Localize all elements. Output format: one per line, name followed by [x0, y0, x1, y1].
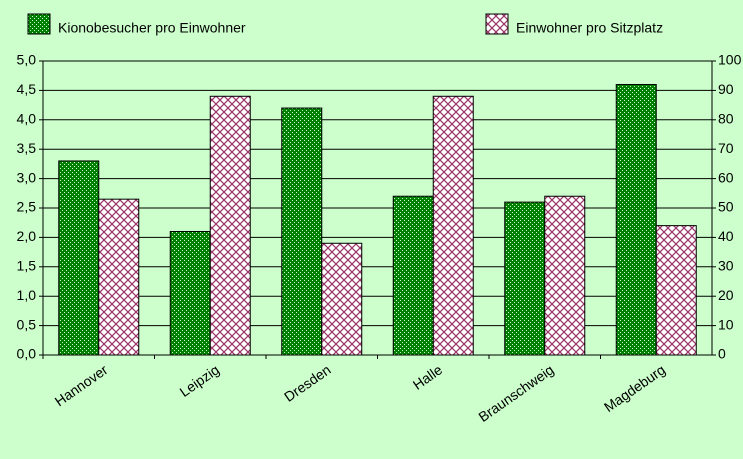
bar: [321, 242, 363, 356]
y2-tick-label: 70: [718, 140, 734, 156]
y2-tick-label: 100: [718, 52, 742, 68]
y-tick-label: 3,0: [17, 169, 37, 185]
legend-label: Einwohner pro Sitzplatz: [516, 20, 663, 36]
y2-tick-label: 60: [718, 169, 734, 185]
y-tick-label: 0,5: [17, 316, 37, 332]
bar: [392, 195, 434, 356]
y-tick-label: 4,0: [17, 111, 37, 127]
bar: [98, 198, 140, 356]
bar: [209, 95, 251, 356]
bar: [432, 95, 474, 356]
y2-tick-label: 0: [718, 346, 726, 362]
bar: [58, 160, 100, 356]
legend-swatch: [485, 13, 509, 35]
y2-tick-label: 30: [718, 258, 734, 274]
y-tick-label: 2,5: [17, 199, 37, 215]
bar: [615, 84, 657, 356]
bar: [169, 231, 211, 356]
y2-tick-label: 20: [718, 287, 734, 303]
bar: [504, 201, 546, 356]
y-tick-label: 2,0: [17, 228, 37, 244]
y2-tick-label: 90: [718, 81, 734, 97]
legend-label: Kionobesucher pro Einwohner: [58, 20, 246, 36]
legend-swatch: [27, 13, 51, 35]
y2-tick-label: 10: [718, 316, 734, 332]
y2-tick-label: 80: [718, 111, 734, 127]
y-tick-label: 1,5: [17, 258, 37, 274]
y-tick-label: 4,5: [17, 81, 37, 97]
bar: [544, 195, 586, 356]
y-tick-label: 3,5: [17, 140, 37, 156]
bar: [281, 107, 323, 356]
y2-tick-label: 50: [718, 199, 734, 215]
y2-tick-label: 40: [718, 228, 734, 244]
bar: [655, 225, 697, 356]
y-tick-label: 1,0: [17, 287, 37, 303]
y-tick-label: 0,0: [17, 346, 37, 362]
y-tick-label: 5,0: [17, 52, 37, 68]
